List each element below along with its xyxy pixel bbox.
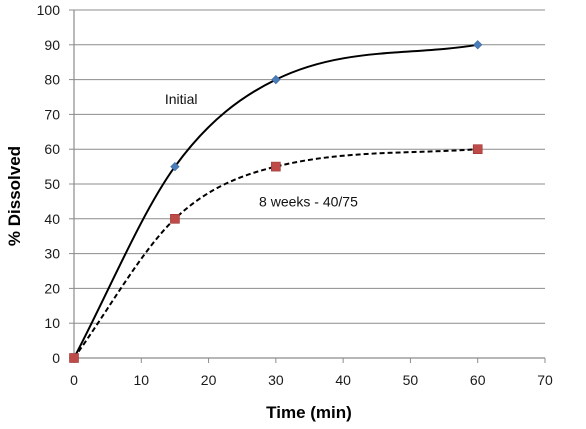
y-tick-label-50: 50 (44, 176, 60, 192)
x-tick-label-20: 20 (201, 372, 217, 388)
y-tick-label-20: 20 (44, 280, 60, 296)
y-tick-label-70: 70 (44, 106, 60, 122)
series-1-point-2 (271, 74, 281, 85)
series-2-point-0 (69, 353, 79, 363)
x-tick-label-70: 70 (537, 372, 553, 388)
series-2-point-3 (472, 144, 483, 154)
x-tick-label-50: 50 (403, 372, 419, 388)
y-tick-label-100: 100 (37, 2, 61, 18)
x-tick-label-10: 10 (133, 372, 149, 388)
y-tick-label-10: 10 (44, 315, 60, 331)
series-1-point-3 (473, 40, 483, 50)
y-tick-label-60: 60 (44, 141, 60, 157)
series-2-point-2 (271, 161, 281, 172)
data-markers (69, 40, 483, 363)
y-tick-label-90: 90 (44, 37, 60, 53)
series-lines (73, 43, 478, 359)
series-1-point-1 (170, 161, 180, 172)
annotations: Initial 8 weeks - 40/75 (165, 91, 358, 210)
x-tick-label-60: 60 (470, 372, 486, 388)
x-axis-title: Time (min) (266, 403, 352, 422)
annotation-1: Initial (165, 91, 198, 107)
y-axis-title: % Dissolved (5, 146, 24, 246)
y-tick-label-40: 40 (44, 211, 60, 227)
x-tick-label-30: 30 (268, 372, 284, 388)
y-tick-label-0: 0 (52, 350, 60, 366)
y-tick-label-30: 30 (44, 246, 60, 262)
series-2-point-1 (170, 214, 180, 224)
series-1-line (73, 43, 478, 359)
gridlines (74, 9, 545, 324)
axes (69, 9, 546, 363)
series-2-line (73, 148, 478, 359)
x-tick-label-40: 40 (335, 372, 351, 388)
tick-labels: 0 10 20 30 40 50 60 70 80 90 100 0 10 20 30 40 50 60 70 (37, 2, 553, 388)
annotation-2: 8 weeks - 40/75 (259, 194, 358, 210)
x-tick-label-0: 0 (70, 372, 78, 388)
y-tick-label-80: 80 (44, 72, 60, 88)
